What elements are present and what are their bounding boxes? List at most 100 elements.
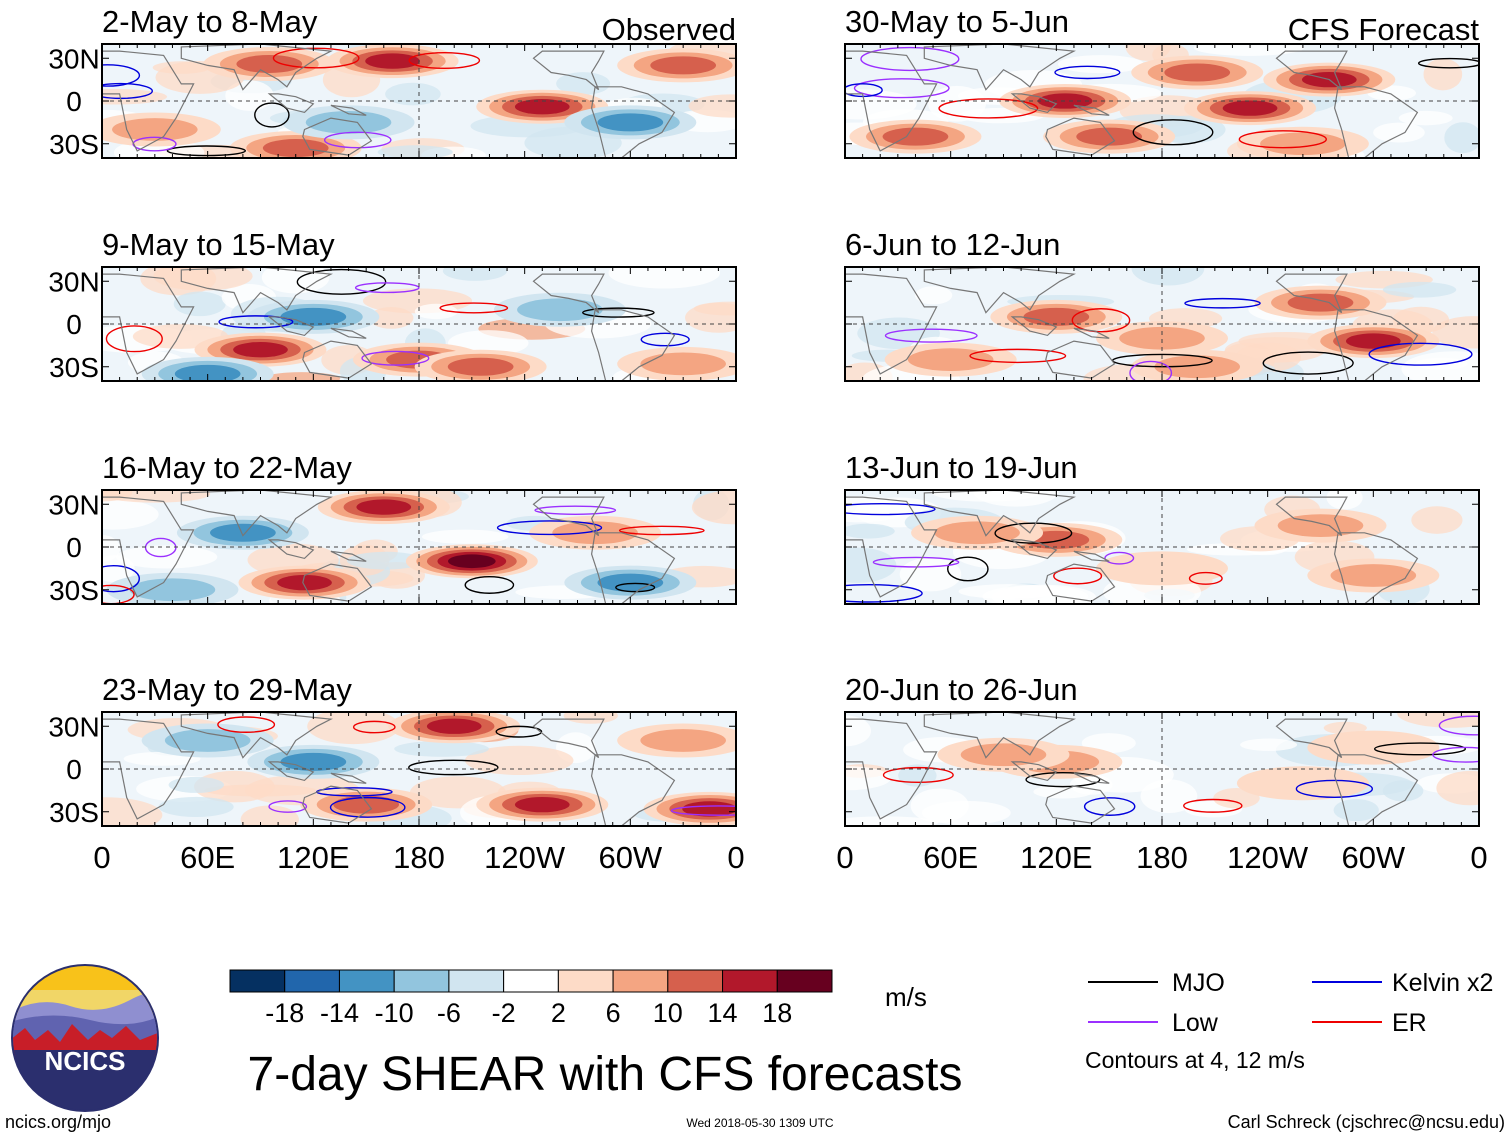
contour-line [102, 564, 140, 593]
colorbar-tick-label: -2 [492, 998, 516, 1028]
anomaly-blob [356, 499, 412, 515]
panel-1: 2-May to 8-May Observed 30N 0 30S [48, 4, 737, 160]
y-tick-label: 0 [66, 532, 82, 563]
y-tick-label: 30S [49, 575, 99, 606]
coastline [330, 104, 367, 116]
contour-line [352, 720, 396, 734]
colorbar-swatch [448, 969, 505, 993]
x-tick-label: 60W [598, 840, 662, 875]
panel-period-title: 6-Jun to 12-Jun [845, 227, 1060, 262]
contour-line [670, 805, 736, 816]
coastline [845, 718, 938, 820]
contour-line [217, 716, 276, 733]
panel-period-title: 30-May to 5-Jun [845, 4, 1069, 39]
ncics-logo: NCICS [11, 964, 159, 1112]
coastline [1333, 86, 1419, 158]
coastline [923, 267, 1076, 314]
contour-line [1184, 297, 1261, 309]
contour-line [323, 131, 392, 149]
anomaly-blob [882, 127, 949, 146]
anomaly-blob [129, 578, 216, 602]
colorbar-units: m/s [885, 982, 927, 1012]
coastline [923, 712, 1076, 759]
x-tick-label: 60E [923, 840, 978, 875]
contour-line [969, 348, 1067, 364]
y-tick-label: 30N [48, 266, 99, 297]
coastline [1010, 93, 1058, 114]
contour-line [853, 78, 950, 99]
anomaly-blob [262, 139, 329, 158]
colorbar-swatch [722, 969, 778, 993]
colorbar-tick-label: 6 [606, 998, 621, 1028]
coastline [267, 316, 315, 337]
contour-line [296, 268, 387, 295]
x-tick-label: 0 [727, 840, 744, 875]
contour-line [1368, 342, 1473, 366]
y-tick-label: 30N [48, 489, 99, 520]
colorbar-tick-label: -18 [265, 998, 304, 1028]
anomaly-blob [597, 113, 664, 132]
legend-label-kelvin: Kelvin x2 [1392, 969, 1493, 997]
contour-line [496, 520, 603, 536]
anomaly-blob [1277, 514, 1364, 538]
coastline [180, 44, 333, 91]
coastline [1045, 117, 1116, 156]
anomaly-blob [1076, 127, 1143, 146]
coastline [1073, 550, 1110, 562]
contour-line [994, 522, 1073, 544]
colorbar-swatch [503, 969, 559, 993]
coastline [102, 50, 195, 152]
contour-line [1054, 65, 1121, 80]
y-tick-label: 0 [66, 309, 82, 340]
contour-line [1083, 797, 1136, 816]
contour-line [1129, 360, 1173, 381]
anomaly-blob [1023, 307, 1090, 326]
colorbar-swatch [393, 969, 450, 993]
anomaly-blob [1164, 63, 1231, 82]
anomaly-blob [514, 796, 570, 813]
contour-line [947, 556, 989, 582]
coastline [1333, 532, 1419, 604]
anomaly-blob [277, 574, 332, 591]
legend-label-mjo: MJO [1172, 969, 1225, 997]
contour-line [615, 582, 656, 593]
anomaly-blob [597, 573, 664, 592]
contour-line [439, 302, 509, 314]
anomaly-blob [1236, 766, 1369, 801]
coastline [180, 712, 333, 759]
coastline [532, 273, 605, 314]
colorbar-tick-label: -10 [375, 998, 414, 1028]
contour-line [218, 315, 294, 329]
coastline [1333, 309, 1419, 381]
legend: MJO Low Kelvin x2 ER Contours at 4, 12 m… [1085, 969, 1493, 1073]
anomaly-blob [280, 307, 347, 326]
coastline [302, 340, 373, 379]
footer-url[interactable]: ncics.org/mjo [5, 1112, 111, 1132]
colorbar-swatch [612, 969, 669, 993]
contour-line [464, 576, 515, 594]
anomaly-blob [210, 523, 276, 542]
contour-line [884, 328, 978, 343]
colorbar-tick-label: 14 [708, 998, 738, 1028]
anomaly-blob [447, 357, 514, 376]
coastline [330, 772, 367, 784]
coastline [923, 490, 1076, 537]
legend-label-low: Low [1172, 1009, 1219, 1037]
contour-line [1104, 551, 1135, 565]
anomaly-blob [640, 352, 726, 376]
contour-line [1025, 771, 1101, 788]
anomaly-blob [514, 99, 570, 115]
anomaly-blob [448, 554, 496, 569]
contour-line [102, 64, 141, 87]
anomaly-blob [164, 729, 251, 752]
coastline [1045, 785, 1116, 824]
contour-line [618, 525, 705, 536]
anomaly-blob [1222, 100, 1278, 116]
coastline [1073, 772, 1110, 784]
contour-line [860, 46, 960, 72]
colorbar-swatch [776, 969, 833, 993]
coastline [590, 532, 676, 604]
contour-line [1373, 742, 1467, 756]
